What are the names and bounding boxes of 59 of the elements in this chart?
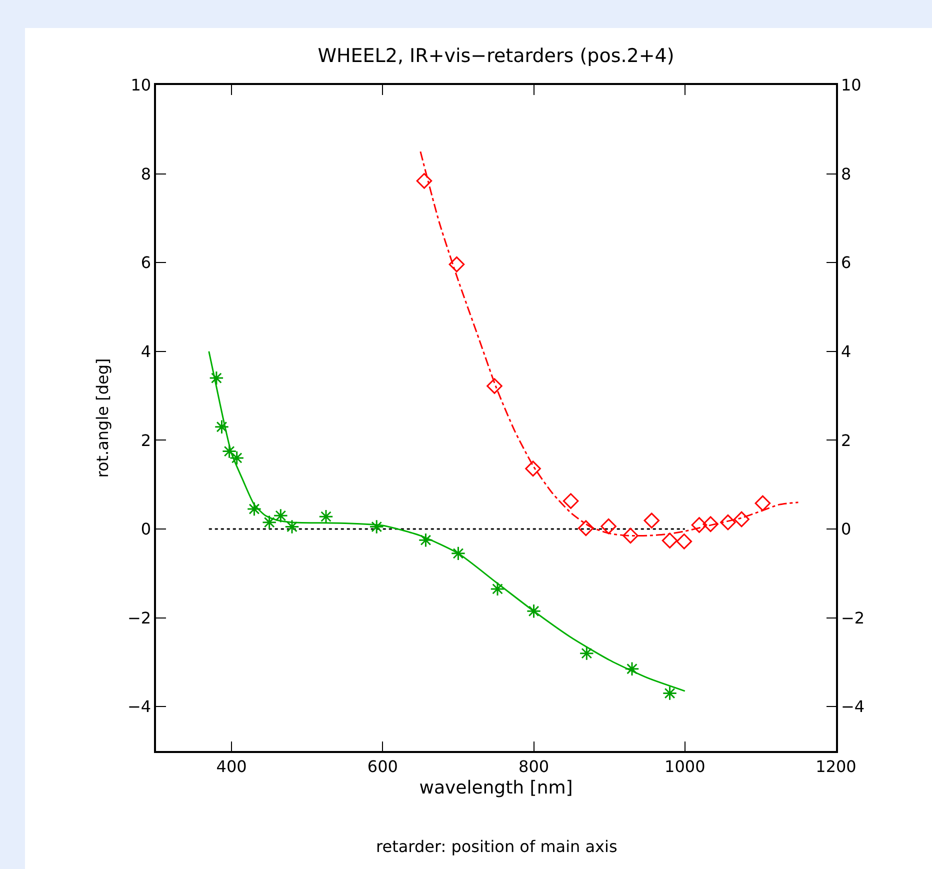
x-tick-label: 1200 bbox=[816, 756, 856, 776]
y-tick-label: 2 bbox=[140, 430, 152, 450]
y2-tick-label: 2 bbox=[840, 430, 852, 450]
point bbox=[369, 519, 384, 534]
point bbox=[416, 173, 432, 189]
y-tick-label: −4 bbox=[127, 697, 152, 716]
point bbox=[490, 582, 505, 596]
point bbox=[600, 518, 616, 534]
point bbox=[262, 514, 277, 530]
point bbox=[578, 520, 594, 536]
point bbox=[562, 493, 579, 509]
point bbox=[450, 546, 466, 561]
point bbox=[644, 512, 660, 528]
y-axis-title: rot.angle [deg] bbox=[92, 358, 112, 478]
x-tick-label: 400 bbox=[216, 756, 247, 776]
point bbox=[526, 604, 542, 618]
point bbox=[754, 495, 771, 512]
x-tick-label: 1000 bbox=[664, 756, 706, 776]
point bbox=[662, 532, 678, 548]
y-tick-label: 4 bbox=[140, 342, 152, 361]
point bbox=[486, 378, 502, 394]
point bbox=[273, 508, 288, 524]
point bbox=[418, 532, 434, 548]
point bbox=[622, 528, 638, 544]
text: retarder: position of main axis bbox=[376, 837, 618, 856]
point bbox=[720, 514, 736, 530]
point bbox=[246, 502, 262, 516]
y2-tick-label: 4 bbox=[840, 342, 852, 361]
point bbox=[579, 646, 594, 661]
y-tick-label: 0 bbox=[140, 520, 152, 539]
y2-tick-label: 0 bbox=[840, 520, 852, 539]
point bbox=[229, 450, 244, 466]
y-tick-label: 6 bbox=[140, 253, 152, 272]
y2-tick-label: −2 bbox=[840, 608, 865, 628]
y2-tick-label: −4 bbox=[840, 697, 865, 716]
y-tick-label: 8 bbox=[140, 164, 152, 184]
point bbox=[222, 444, 237, 459]
y2-tick-label: 6 bbox=[840, 253, 852, 272]
point bbox=[624, 662, 640, 676]
x-axis-title: wavelength [nm] bbox=[419, 778, 573, 799]
point bbox=[448, 256, 465, 272]
y2-tick-label: 8 bbox=[840, 164, 852, 184]
x-tick-label: 600 bbox=[367, 756, 398, 776]
line-series bbox=[208, 350, 686, 692]
y-tick-label: 10 bbox=[130, 76, 152, 95]
y2-tick-label: 10 bbox=[840, 76, 862, 95]
point bbox=[214, 420, 230, 434]
point bbox=[209, 370, 224, 386]
point bbox=[284, 519, 300, 534]
point bbox=[702, 516, 718, 532]
point bbox=[691, 517, 708, 533]
point bbox=[676, 534, 692, 550]
point bbox=[734, 511, 750, 528]
x-tick-label: 800 bbox=[518, 756, 550, 776]
chart-title: WHEEL2, IR+vis−retarders (pos.2+4) bbox=[318, 45, 674, 67]
y-tick-label: −2 bbox=[127, 608, 152, 628]
point bbox=[525, 460, 541, 477]
point bbox=[318, 509, 334, 524]
point bbox=[662, 686, 678, 701]
